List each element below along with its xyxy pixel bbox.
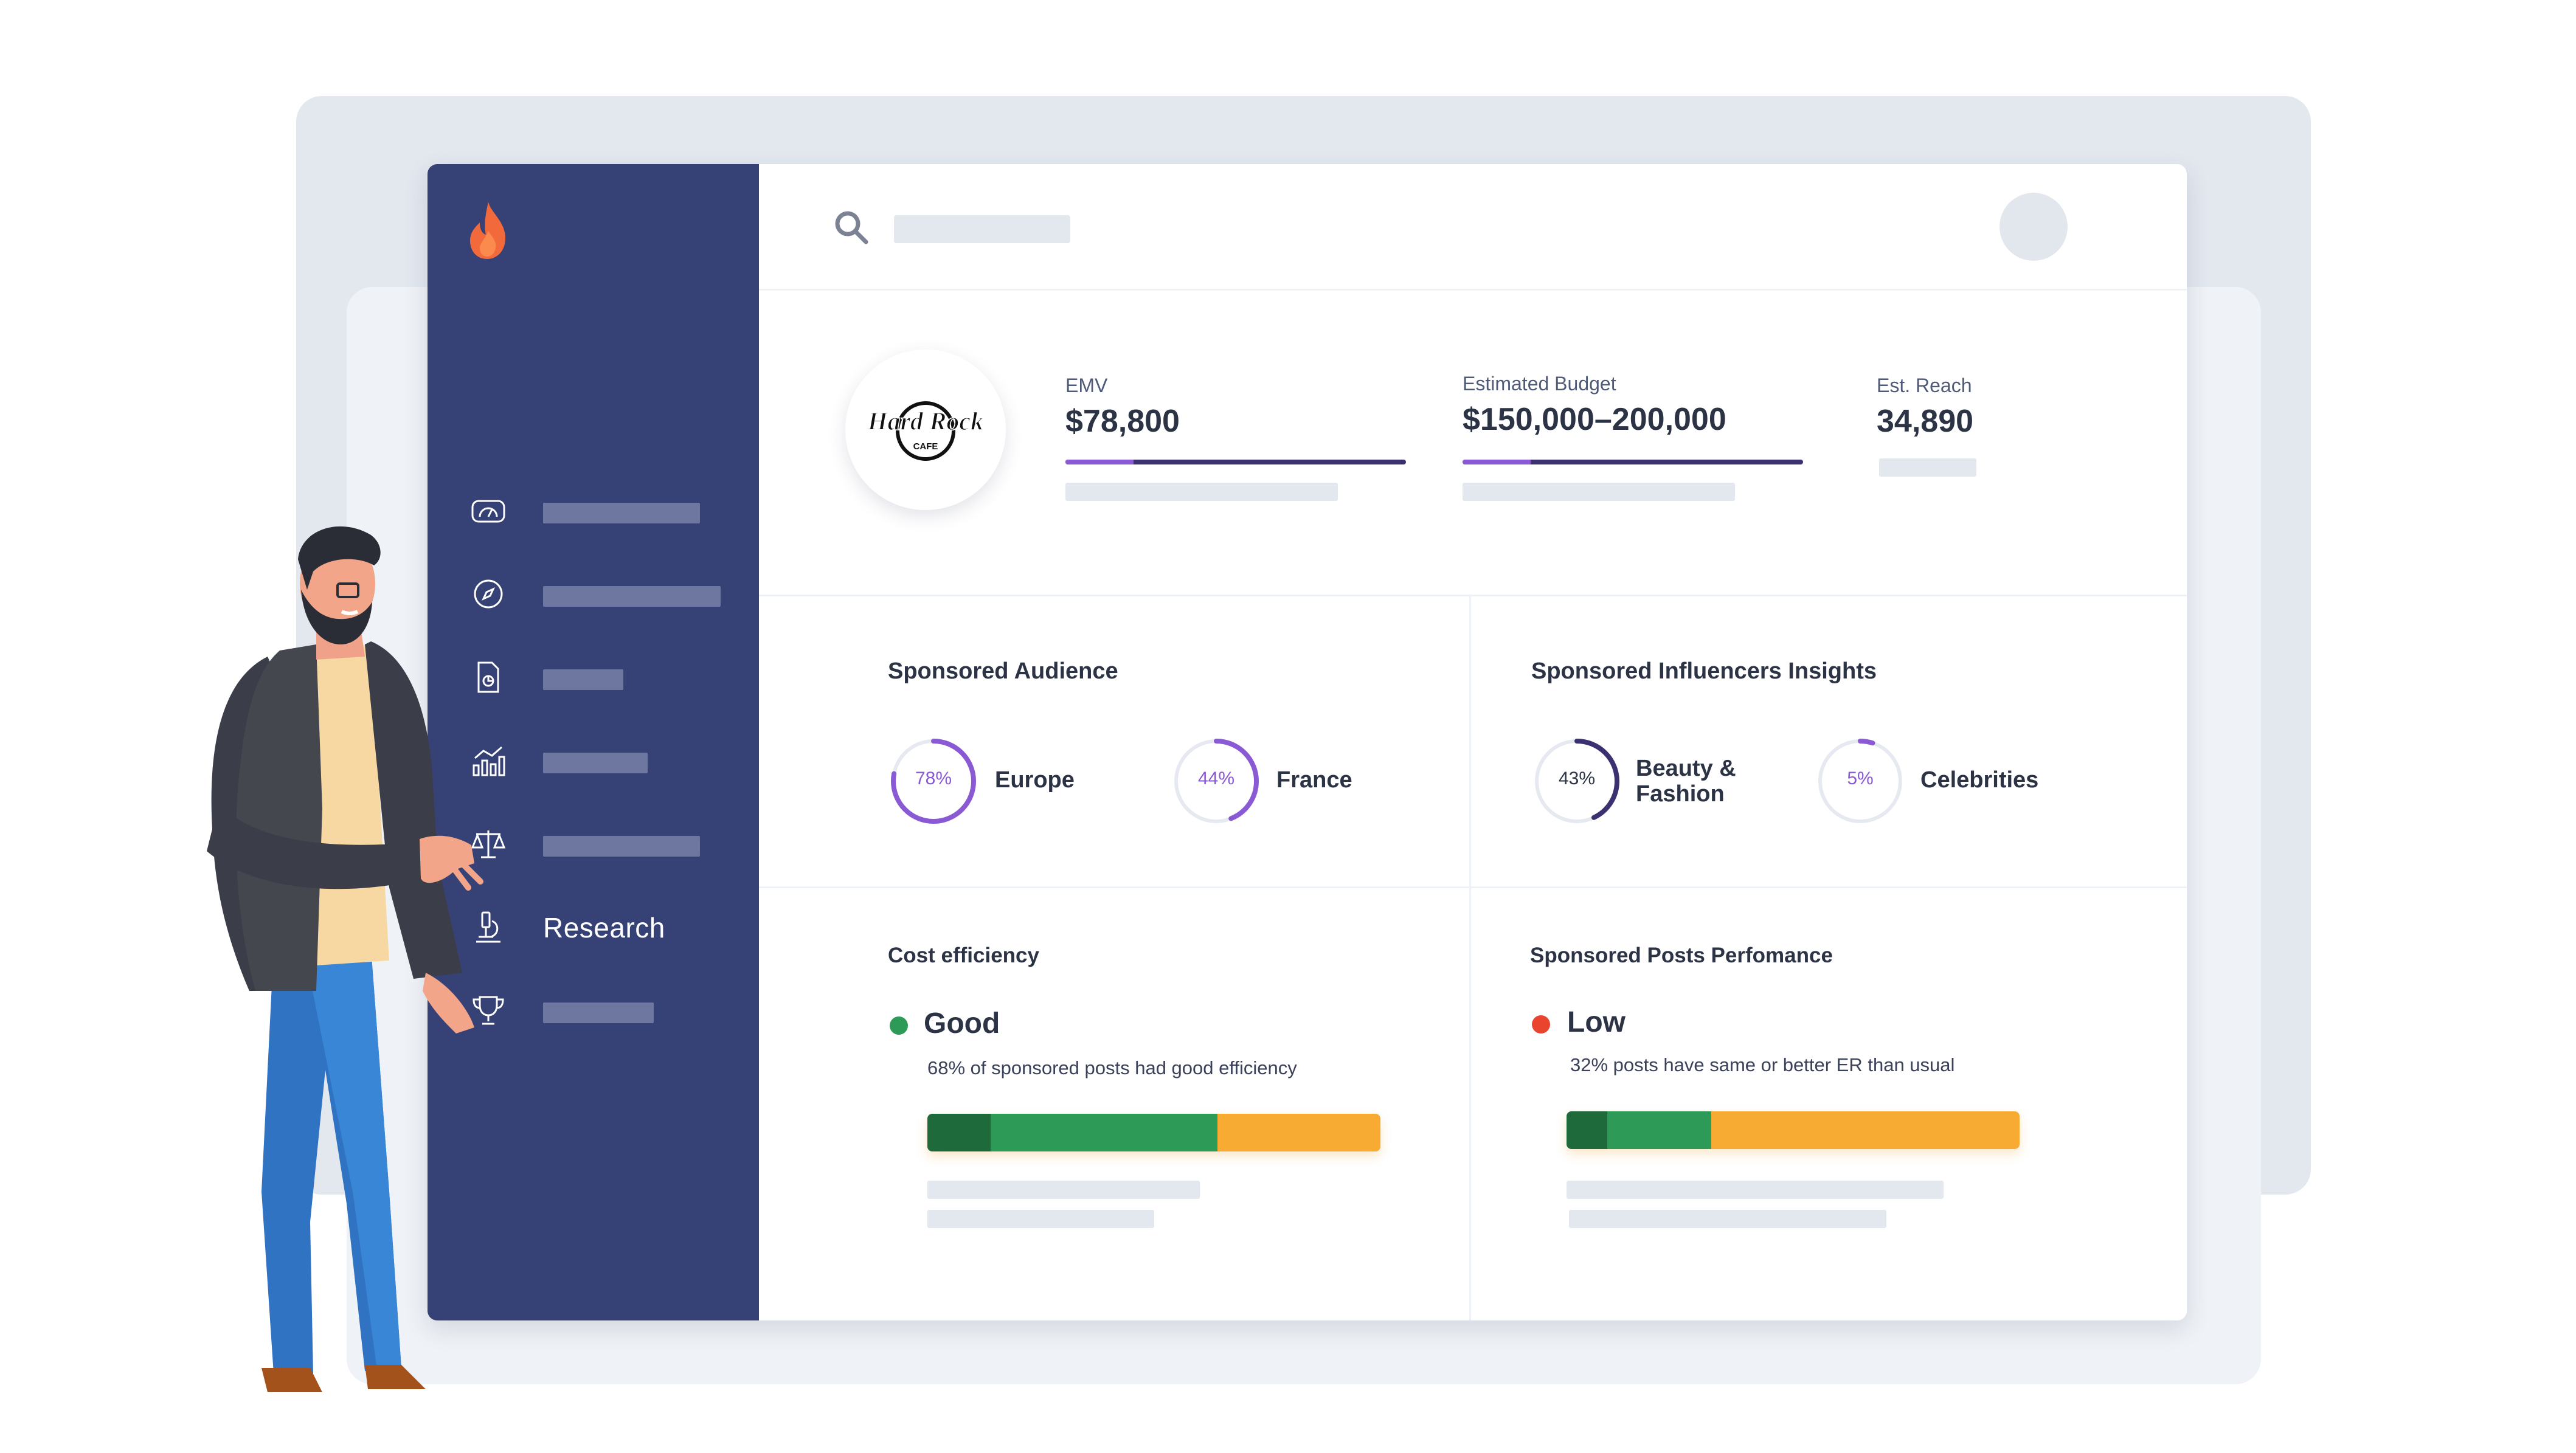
sidebar-item-analytics[interactable] (470, 736, 738, 785)
metric-value-emv: $78,800 (1065, 404, 1180, 439)
metric-label-reach: Est. Reach (1877, 374, 1972, 396)
card-title-influencers: Sponsored Influencers Insights (1531, 658, 1877, 684)
document-chart-icon (477, 661, 499, 693)
ring-percent: 78% (915, 768, 952, 789)
sidebar-item-label: Research (543, 912, 665, 944)
text-placeholder (927, 1181, 1200, 1199)
status-description: 32% posts have same or better ER than us… (1570, 1054, 1955, 1075)
sidebar-item-label-placeholder (543, 586, 721, 607)
performance-segment-warning (1711, 1111, 2020, 1149)
progress-ring (1174, 739, 1259, 824)
top-bar (759, 164, 2187, 291)
sidebar-item-label-placeholder (543, 836, 700, 857)
avatar[interactable] (2000, 193, 2068, 261)
card-title-audience: Sponsored Audience (888, 658, 1118, 684)
sidebar-item-label-placeholder (543, 753, 648, 773)
metric-label-emv: EMV (1065, 374, 1108, 396)
influencer-item-beauty: 43% Beauty & Fashion (1531, 736, 1805, 827)
status-dot-low (1532, 1015, 1550, 1034)
efficiency-segment-dark (927, 1114, 991, 1151)
text-placeholder (927, 1210, 1154, 1228)
metric-value-budget: $150,000–200,000 (1463, 402, 1726, 437)
text-placeholder (1569, 1210, 1886, 1228)
search-icon[interactable] (832, 208, 871, 247)
flame-icon[interactable] (464, 201, 513, 261)
performance-segment-dark (1567, 1111, 1608, 1149)
metric-placeholder (1463, 483, 1735, 501)
metric-bar-budget (1463, 460, 1803, 464)
compass-icon (474, 579, 503, 609)
metric-bar-fill (1463, 460, 1531, 464)
metric-value-reach: 34,890 (1877, 404, 1974, 439)
status-description: 68% of sponsored posts had good efficien… (927, 1057, 1297, 1079)
metric-bar-emv (1065, 460, 1406, 464)
ring-percent: 44% (1197, 768, 1235, 789)
influencer-item-celebrities: 5% Celebrities (1815, 736, 2088, 827)
sidebar-item-awards[interactable] (470, 986, 738, 1035)
search-input[interactable] (894, 215, 1070, 243)
audience-item-france: 44% France (1171, 736, 1444, 827)
text-placeholder (1567, 1181, 1944, 1199)
divider (759, 886, 2187, 888)
hard-rock-logo: Hard Rock CAFE (867, 401, 984, 461)
metric-label-budget: Estimated Budget (1463, 373, 1616, 395)
progress-ring-arc (891, 739, 976, 824)
metric-bar-fill (1065, 460, 1134, 464)
ring-percent: 43% (1558, 768, 1596, 789)
metric-placeholder (1065, 483, 1338, 501)
balance-scale-icon (471, 830, 506, 858)
sidebar-item-explore[interactable] (470, 570, 738, 618)
ring-percent: 5% (1847, 768, 1874, 789)
divider (1469, 596, 1471, 1320)
dashboard-icon (471, 500, 505, 523)
progress-ring (1818, 739, 1903, 824)
svg-text:CAFE: CAFE (913, 441, 938, 452)
performance-segment-good (1607, 1111, 1712, 1149)
sidebar-item-label-placeholder (543, 1003, 654, 1023)
sidebar-item-dashboard[interactable] (470, 486, 738, 535)
sidebar-item-compare[interactable] (470, 820, 738, 868)
sidebar: Research (428, 164, 759, 1320)
ring-label: Celebrities (1920, 767, 2039, 793)
audience-item-europe: 78% Europe (888, 736, 1162, 827)
ring-label: France (1276, 767, 1352, 793)
sidebar-item-label-placeholder (543, 669, 623, 690)
microscope-icon (476, 911, 500, 943)
progress-ring (891, 739, 976, 824)
sidebar-item-label-placeholder (543, 503, 700, 523)
efficiency-segment-good (991, 1114, 1217, 1151)
analytics-chart-icon (473, 746, 505, 776)
status-text: Low (1567, 1006, 1626, 1038)
trophy-icon (473, 996, 504, 1025)
efficiency-segment-warning (1217, 1114, 1380, 1151)
status-dot-good (890, 1016, 908, 1035)
presenter-illustration (207, 526, 483, 1392)
progress-ring-arc (1174, 739, 1259, 824)
progress-ring-arc (1818, 739, 1903, 824)
brand-logo: Hard Rock CAFE (845, 350, 1006, 510)
sidebar-item-reports[interactable] (470, 653, 738, 702)
ring-label: Europe (995, 767, 1075, 793)
efficiency-bar (927, 1114, 1380, 1151)
metric-placeholder (1879, 458, 1976, 477)
ring-label: Beauty & Fashion (1636, 756, 1736, 807)
sidebar-item-research[interactable]: Research (470, 903, 738, 951)
status-text: Good (924, 1007, 1000, 1040)
progress-ring (1534, 739, 1619, 824)
app-window: Research Hard Rock CAFE EMV $78,800 (428, 164, 2187, 1320)
card-title-posts-performance: Sponsored Posts Perfomance (1530, 944, 1833, 967)
card-title-cost-efficiency: Cost efficiency (888, 944, 1039, 967)
performance-bar (1567, 1111, 2020, 1149)
divider (759, 595, 2187, 596)
progress-ring-arc (1534, 739, 1619, 824)
svg-text:Hard Rock: Hard Rock (867, 408, 983, 436)
